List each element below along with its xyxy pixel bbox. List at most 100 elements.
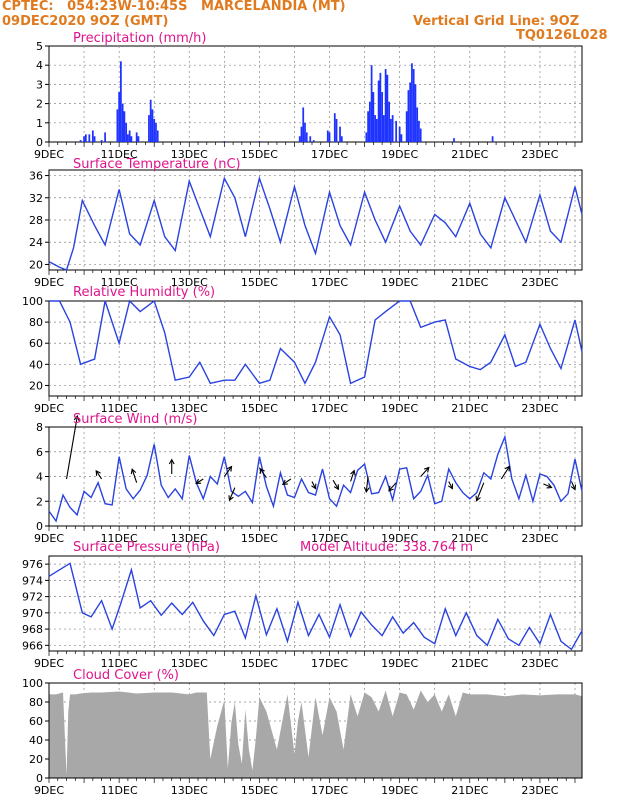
y-tick-label: 100 bbox=[22, 677, 43, 690]
y-tick-label: 6 bbox=[36, 446, 43, 459]
x-tick-label: 21DEC bbox=[451, 532, 488, 545]
y-tick-label: 2 bbox=[36, 98, 43, 111]
y-tick-label: 5 bbox=[36, 40, 43, 53]
x-tick-label: 19DEC bbox=[381, 276, 418, 289]
series-line bbox=[48, 175, 583, 271]
x-tick-label: 13DEC bbox=[171, 532, 208, 545]
precip-bar bbox=[381, 92, 384, 142]
y-tick-label: 0 bbox=[36, 520, 43, 533]
x-tick-label: 13DEC bbox=[171, 784, 208, 797]
wind-arrow bbox=[476, 482, 485, 501]
precip-bar bbox=[305, 132, 308, 142]
precip-bar bbox=[386, 74, 389, 142]
y-tick-label: 60 bbox=[29, 715, 43, 728]
y-tick-label: 966 bbox=[22, 639, 43, 652]
panel-title: Precipitation (mm/h) bbox=[73, 31, 206, 46]
series-line bbox=[48, 434, 583, 523]
x-tick-label: 17DEC bbox=[311, 276, 348, 289]
precip-bar bbox=[407, 90, 410, 142]
cloud-area bbox=[49, 690, 582, 778]
precip-bar bbox=[148, 115, 150, 142]
wind-arrow-head bbox=[570, 484, 577, 491]
precip-bar bbox=[390, 118, 392, 142]
precip-bar bbox=[339, 126, 341, 142]
wind-arrow bbox=[311, 481, 317, 489]
wind-arrow bbox=[448, 481, 453, 489]
precip-bar bbox=[409, 82, 412, 142]
x-tick-label: 9DEC bbox=[34, 532, 64, 545]
x-tick-label: 23DEC bbox=[521, 657, 558, 670]
panel-frame bbox=[48, 300, 583, 397]
precip-bar bbox=[335, 118, 338, 142]
x-tick-label: 15DEC bbox=[241, 276, 278, 289]
precip-bar bbox=[153, 118, 156, 142]
precip-bar bbox=[121, 103, 124, 142]
wind-arrow bbox=[282, 478, 292, 485]
wind-arrow bbox=[259, 468, 267, 479]
x-tick-label: 19DEC bbox=[381, 657, 418, 670]
x-tick-label: 11DEC bbox=[101, 276, 138, 289]
precip-bar bbox=[118, 92, 121, 142]
wind-arrow-head bbox=[195, 478, 202, 485]
precip-bar bbox=[151, 109, 154, 142]
wind-arrow-head bbox=[350, 469, 356, 476]
precip-bar bbox=[383, 115, 385, 142]
wind-arrow bbox=[365, 476, 369, 492]
wind-arrow bbox=[570, 481, 576, 490]
x-tick-label: 15DEC bbox=[241, 657, 278, 670]
precip-bar bbox=[453, 138, 455, 142]
precip-bar bbox=[155, 122, 157, 142]
x-tick-label: 21DEC bbox=[451, 148, 488, 161]
precip-bar bbox=[302, 107, 305, 142]
precip-bar bbox=[340, 136, 343, 142]
precip-bar bbox=[379, 72, 382, 142]
panel-title: Surface Pressure (hPa) bbox=[73, 540, 220, 555]
wind-arrow bbox=[500, 466, 510, 480]
wind-arrow bbox=[420, 467, 430, 477]
panel-title: Cloud Cover (%) bbox=[73, 668, 179, 683]
wind-arrow-head bbox=[423, 466, 430, 473]
header-grid-note: Vertical Grid Line: 9OZ bbox=[413, 14, 580, 29]
precip-bar bbox=[368, 101, 371, 142]
x-tick-label: 17DEC bbox=[311, 657, 348, 670]
precip-bar bbox=[312, 140, 315, 142]
precip-bar bbox=[120, 61, 122, 142]
precip-bar bbox=[88, 134, 91, 142]
wind-arrow bbox=[95, 470, 103, 480]
panel-2 bbox=[45, 169, 583, 275]
wind-arrow bbox=[223, 466, 232, 477]
x-tick-label: 21DEC bbox=[451, 784, 488, 797]
y-tick-label: 28 bbox=[29, 214, 43, 227]
y-tick-label: 972 bbox=[22, 591, 43, 604]
precip-bar bbox=[304, 122, 306, 142]
x-tick-label: 11DEC bbox=[101, 402, 138, 415]
precip-bar bbox=[100, 140, 103, 142]
wind-arrow bbox=[228, 487, 236, 501]
wind-arrow-head bbox=[73, 414, 80, 421]
x-tick-label: 21DEC bbox=[451, 657, 488, 670]
wind-arrow-head bbox=[311, 483, 317, 490]
panel-6 bbox=[45, 682, 583, 783]
panel-frame bbox=[48, 682, 583, 779]
x-tick-label: 13DEC bbox=[171, 402, 208, 415]
precip-bar bbox=[128, 130, 131, 142]
precip-bar bbox=[395, 120, 398, 142]
y-tick-label: 976 bbox=[22, 558, 43, 571]
panel-1 bbox=[45, 45, 583, 147]
y-tick-label: 60 bbox=[29, 337, 43, 350]
precip-bar bbox=[223, 141, 226, 142]
wind-arrow-head bbox=[504, 465, 511, 472]
series-line bbox=[48, 562, 583, 651]
x-tick-label: 19DEC bbox=[381, 532, 418, 545]
precip-bar bbox=[84, 134, 87, 142]
x-tick-label: 13DEC bbox=[171, 276, 208, 289]
precip-bar bbox=[83, 136, 85, 142]
precip-bar bbox=[374, 115, 376, 142]
y-tick-label: 32 bbox=[29, 192, 43, 205]
wind-arrow-head bbox=[475, 495, 481, 502]
wind-arrow bbox=[195, 478, 204, 484]
y-tick-label: 970 bbox=[22, 607, 43, 620]
precip-bar bbox=[388, 101, 391, 142]
x-tick-label: 19DEC bbox=[381, 148, 418, 161]
header-station: CPTEC: 054:23W-10:45S MARCELANDIA (MT) bbox=[2, 0, 346, 14]
